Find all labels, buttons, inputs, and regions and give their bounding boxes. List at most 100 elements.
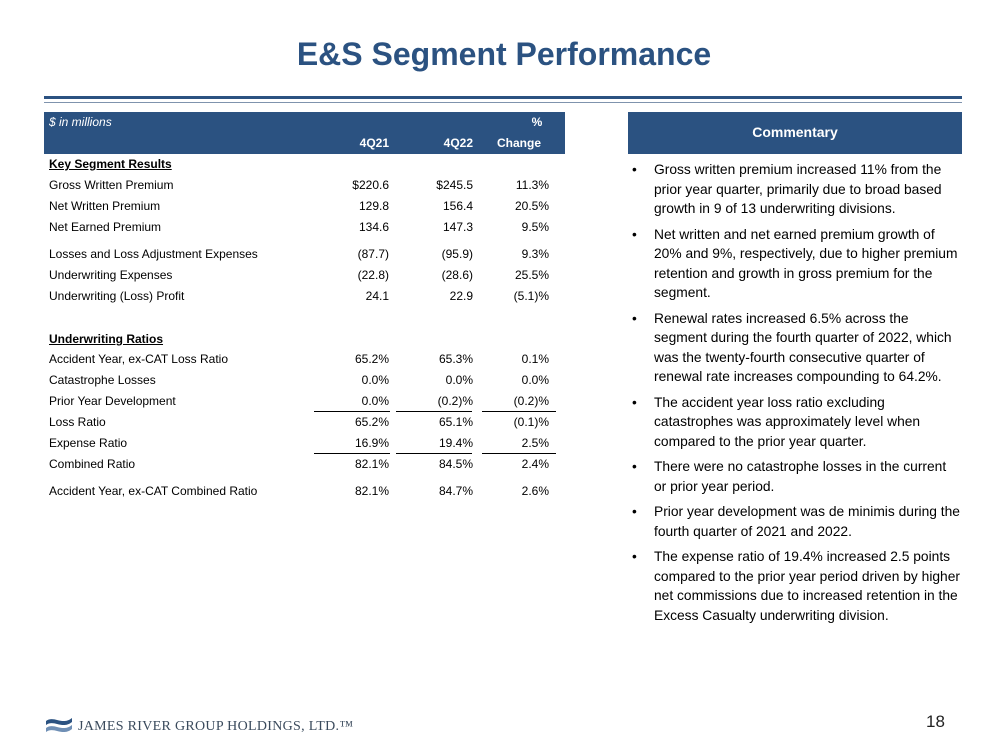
bullet-text: There were no catastrophe losses in the … — [654, 459, 947, 494]
commentary-header: Commentary — [628, 112, 962, 154]
cell-change: (0.1)% — [513, 415, 549, 429]
table-row: Net Earned Premium 134.6 147.3 9.5% — [44, 217, 565, 237]
title-rule — [44, 96, 962, 99]
column-4q21: 4Q21 — [359, 136, 389, 150]
cell-4q22: 0.0% — [445, 373, 473, 387]
section-header-ratios: Underwriting Ratios — [44, 329, 565, 349]
cell-4q22: (28.6) — [441, 268, 473, 282]
subtotal-rule — [396, 453, 472, 454]
table-row: Accident Year, ex-CAT Combined Ratio 82.… — [44, 481, 565, 501]
table-row: Combined Ratio 82.1% 84.5% 2.4% — [44, 454, 565, 474]
cell-4q21: $220.6 — [352, 178, 389, 192]
cell-change: 2.6% — [521, 484, 549, 498]
row-label: Losses and Loss Adjustment Expenses — [49, 247, 258, 261]
bullet-marker: • — [632, 226, 637, 242]
cell-4q22: $245.5 — [436, 178, 473, 192]
table-row: Losses and Loss Adjustment Expenses (87.… — [44, 244, 565, 264]
row-label: Net Written Premium — [49, 199, 161, 213]
cell-change: 9.3% — [521, 247, 549, 261]
commentary-list: • Gross written premium increased 11% fro… — [630, 160, 962, 631]
bullet-text: The accident year loss ratio excluding c… — [654, 394, 921, 449]
cell-4q21: 16.9% — [354, 436, 389, 450]
cell-change: 9.5% — [521, 220, 549, 234]
column-4q22: 4Q22 — [443, 136, 473, 150]
cell-change: (5.1)% — [513, 289, 549, 303]
bullet-text: Renewal rates increased 6.5% across the … — [654, 310, 952, 385]
row-label: Net Earned Premium — [49, 220, 162, 234]
cell-change: 20.5% — [514, 199, 549, 213]
page-number: 18 — [926, 712, 945, 731]
cell-change: 0.1% — [521, 352, 549, 366]
table-row: Expense Ratio 16.9% 19.4% 2.5% — [44, 433, 565, 453]
cell-4q21: 129.8 — [358, 199, 389, 213]
bullet-marker: • — [632, 162, 637, 177]
cell-4q21: 82.1% — [354, 457, 389, 471]
cell-4q21: (87.7) — [357, 247, 389, 261]
cell-4q22: 84.7% — [438, 484, 473, 498]
table-row: Catastrophe Losses 0.0% 0.0% 0.0% — [44, 370, 565, 390]
cell-4q21: 0.0% — [361, 373, 389, 387]
row-label: Expense Ratio — [49, 436, 128, 450]
subtotal-rule — [314, 453, 390, 454]
row-label: Gross Written Premium — [49, 178, 174, 192]
cell-change: 25.5% — [514, 268, 549, 282]
title-rule-thin — [44, 102, 962, 103]
table-header: $ in millions % 4Q21 4Q22 Change — [44, 112, 565, 154]
commentary-bullet: • The accident year loss ratio excluding … — [630, 393, 962, 452]
table-row: Underwriting (Loss) Profit 24.1 22.9 (5.… — [44, 286, 565, 306]
cell-4q22: (0.2)% — [437, 394, 473, 408]
commentary-bullet: • Prior year development was de minimis d… — [630, 502, 962, 541]
cell-change: 2.5% — [521, 436, 549, 450]
column-change: Change — [496, 136, 541, 150]
cell-4q22: 156.4 — [442, 199, 473, 213]
subtotal-rule — [482, 411, 556, 412]
table-row: Net Written Premium 129.8 156.4 20.5% — [44, 196, 565, 216]
commentary-bullet: • Renewal rates increased 6.5% across the… — [630, 309, 962, 387]
page-title: E&S Segment Performance — [296, 36, 712, 72]
commentary-bullet: • There were no catastrophe losses in the… — [630, 457, 962, 496]
row-label: Loss Ratio — [49, 415, 106, 429]
cell-4q22: 147.3 — [442, 220, 473, 234]
cell-4q22: 65.1% — [438, 415, 473, 429]
commentary-bullet: • Net written and net earned premium grow… — [630, 225, 962, 303]
river-logo-icon — [46, 718, 72, 733]
bullet-text: The expense ratio of 19.4% increased 2.5… — [654, 549, 960, 623]
cell-4q22: 19.4% — [438, 436, 473, 450]
bullet-marker: • — [632, 459, 637, 474]
table-row: Accident Year, ex-CAT Loss Ratio 65.2% 6… — [44, 349, 565, 369]
subtotal-rule — [314, 411, 390, 412]
cell-4q22: (95.9) — [441, 247, 473, 261]
section-header-key-results: Key Segment Results — [44, 154, 565, 174]
row-label: Underwriting (Loss) Profit — [49, 289, 185, 303]
subtotal-rule — [482, 453, 556, 454]
pct-label: % — [531, 115, 543, 129]
cell-change: 0.0% — [521, 373, 549, 387]
row-label: Catastrophe Losses — [49, 373, 156, 387]
row-label: Accident Year, ex-CAT Combined Ratio — [49, 484, 258, 498]
row-label: Combined Ratio — [49, 457, 136, 471]
cell-4q22: 22.9 — [449, 289, 473, 303]
bullet-marker: • — [632, 549, 637, 564]
cell-4q22: 65.3% — [438, 352, 473, 366]
commentary-bullet: • Gross written premium increased 11% fro… — [630, 160, 962, 219]
row-label: Prior Year Development — [49, 394, 176, 408]
cell-4q21: 82.1% — [354, 484, 389, 498]
cell-change: 11.3% — [515, 178, 549, 192]
cell-change: 2.4% — [521, 457, 549, 471]
cell-change: (0.2)% — [513, 394, 549, 408]
cell-4q21: 24.1 — [365, 289, 389, 303]
cell-4q21: 0.0% — [361, 394, 389, 408]
table-row: Prior Year Development 0.0% (0.2)% (0.2)… — [44, 391, 565, 411]
row-label: Accident Year, ex-CAT Loss Ratio — [49, 352, 228, 366]
commentary-bullet: • The expense ratio of 19.4% increased 2.… — [630, 547, 962, 625]
bullet-marker: • — [632, 310, 637, 326]
cell-4q21: (22.8) — [357, 268, 389, 282]
row-label: Underwriting Expenses — [49, 268, 173, 282]
table-row: Gross Written Premium $220.6 $245.5 11.3… — [44, 175, 565, 195]
cell-4q21: 65.2% — [354, 352, 389, 366]
company-name: JAMES RIVER GROUP HOLDINGS, LTD.™ — [78, 719, 354, 734]
cell-4q22: 84.5% — [438, 457, 473, 471]
cell-4q21: 134.6 — [358, 220, 389, 234]
table-row: Underwriting Expenses (22.8) (28.6) 25.5… — [44, 265, 565, 285]
subtotal-rule — [396, 411, 472, 412]
